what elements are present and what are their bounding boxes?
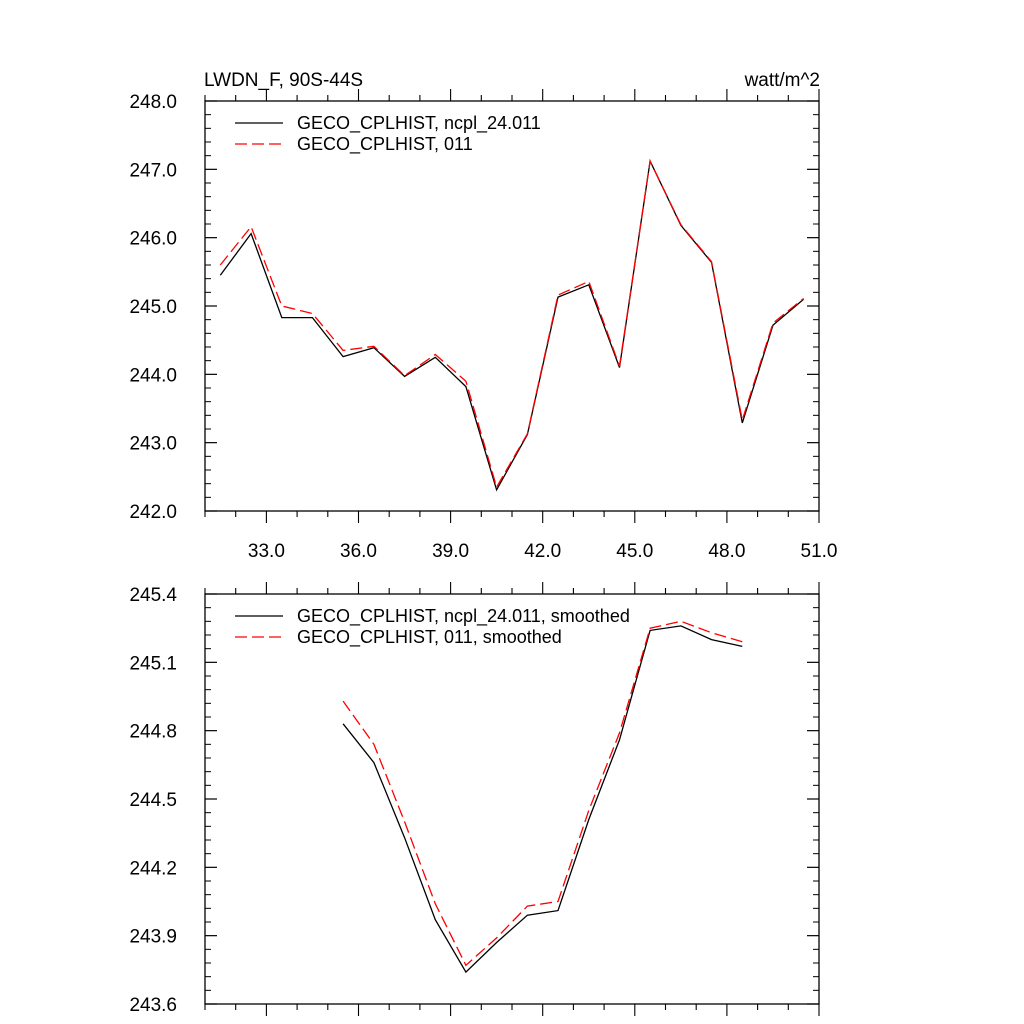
x-tick-label: 33.0 [248, 541, 285, 562]
top-chart-title: LWDN_F, 90S-44S [204, 70, 363, 91]
x-tick-label: 42.0 [524, 541, 561, 562]
bottom-legend: GECO_CPLHIST, ncpl_24.011, smoothedGECO_… [235, 606, 630, 648]
bottom-series [342, 620, 743, 974]
series-line-1 [219, 158, 805, 492]
top-chart-units: watt/m^2 [744, 70, 820, 91]
bottom-ticks: 243.6 243.9 244.2 244.5 244.8 245.1 245.4 [129, 582, 820, 1016]
y-tick-label: 245.1 [129, 653, 177, 674]
y-tick-label: 244.0 [129, 365, 177, 386]
top-panel: LWDN_F, 90S-44S watt/m^2 242.0 243.0 244.0… [129, 70, 837, 562]
x-tick-label: 36.0 [340, 541, 377, 562]
y-tick-label: 245.0 [129, 297, 177, 318]
x-tick-label: 45.0 [616, 541, 653, 562]
bottom-plot-frame [204, 593, 820, 1005]
y-tick-label: 245.4 [129, 585, 177, 606]
legend-label-1: GECO_CPLHIST, ncpl_24.011, smoothed [297, 606, 630, 627]
x-tick-label: 39.0 [432, 541, 469, 562]
y-tick-label: 242.0 [129, 502, 177, 523]
legend-label-2: GECO_CPLHIST, 011, smoothed [297, 627, 562, 648]
y-tick-label: 244.2 [129, 858, 177, 879]
series-line-2 [219, 158, 805, 489]
y-tick-label: 248.0 [129, 92, 177, 113]
legend-label-1: GECO_CPLHIST, ncpl_24.011 [297, 113, 541, 134]
y-tick-label: 243.6 [129, 995, 177, 1016]
y-tick-label: 244.8 [129, 722, 177, 743]
x-tick-label: 51.0 [801, 541, 838, 562]
legend-label-2: GECO_CPLHIST, 011 [297, 134, 473, 155]
y-tick-label: 247.0 [129, 160, 177, 181]
y-tick-label: 243.9 [129, 927, 177, 948]
y-tick-label: 243.0 [129, 434, 177, 455]
top-plot-frame [204, 100, 820, 512]
series-line-1 [342, 625, 743, 974]
y-tick-label: 246.0 [129, 229, 177, 250]
top-ticks: 242.0 243.0 244.0 245.0 246.0 247.0 248.0 33.0 3… [129, 89, 837, 562]
x-tick-label: 48.0 [708, 541, 745, 562]
y-tick-label: 244.5 [129, 790, 177, 811]
top-series [219, 158, 805, 492]
series-line-2 [342, 620, 743, 967]
bottom-panel: 243.6 243.9 244.2 244.5 244.8 245.1 245.4 GECO… [129, 582, 820, 1016]
